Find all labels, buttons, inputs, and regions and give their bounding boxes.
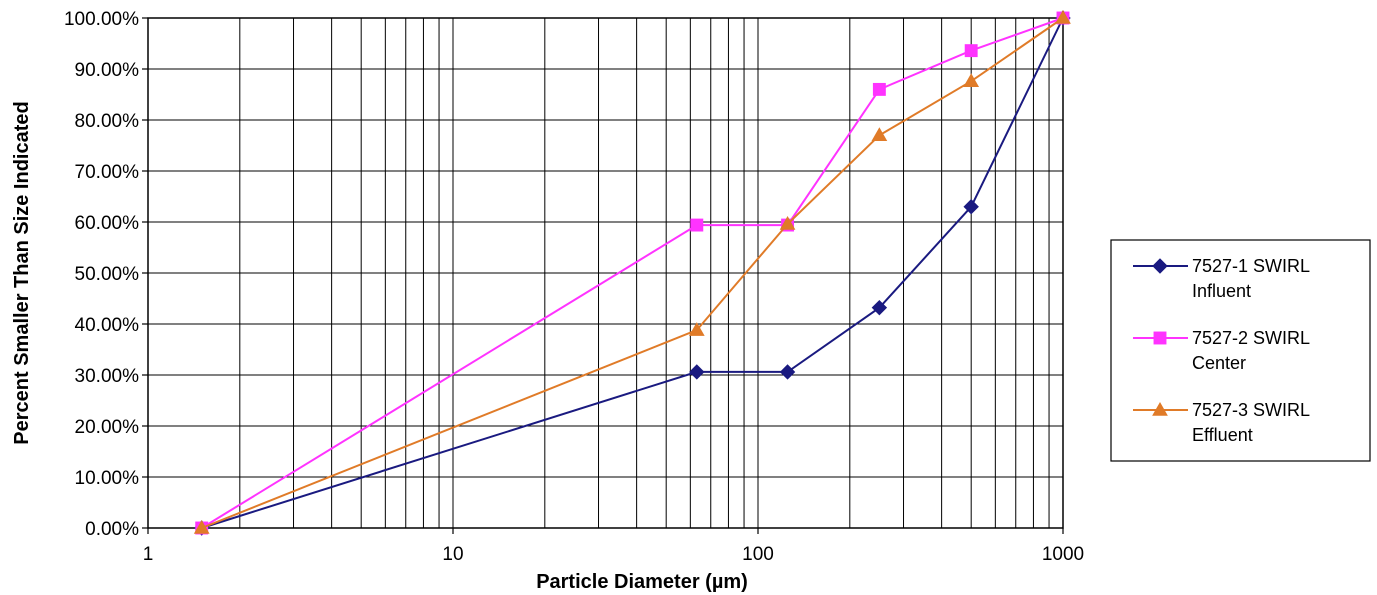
legend-entry-1: 7527-1 SWIRL Influent	[1133, 256, 1310, 301]
legend-label-line1: 7527-2 SWIRL	[1192, 328, 1310, 348]
x-tick-label: 1000	[1042, 544, 1084, 565]
x-tick-label: 1	[143, 544, 154, 565]
legend-label-line1: 7527-3 SWIRL	[1192, 400, 1310, 420]
y-tick-label: 70.00%	[75, 162, 140, 183]
x-tick-label: 10	[442, 544, 463, 565]
series-3	[193, 9, 1071, 534]
data-point	[1055, 9, 1071, 24]
y-tick-label: 50.00%	[75, 264, 140, 285]
data-point	[871, 299, 888, 316]
legend-label-line2: Center	[1192, 353, 1246, 373]
legend-marker	[1153, 331, 1167, 345]
data-point	[690, 218, 704, 232]
y-axis-tick-labels: 0.00% 10.00% 20.00% 30.00% 40.00% 50.00% 60.00…	[64, 9, 148, 540]
x-axis-title: Particle Diameter (µm)	[536, 571, 748, 593]
data-point	[689, 364, 705, 380]
y-tick-label: 60.00%	[75, 213, 140, 234]
y-tick-label: 90.00%	[75, 60, 140, 81]
legend-entry-2: 7527-2 SWIRL Center	[1133, 328, 1310, 373]
legend-label-line1: 7527-1 SWIRL	[1192, 256, 1310, 276]
series-line	[201, 17, 1064, 529]
legend-marker	[1152, 258, 1168, 274]
y-axis-title: Percent Smaller Than Size Indicated	[11, 101, 33, 444]
gridlines	[148, 18, 1063, 528]
legend-label-line2: Influent	[1192, 281, 1251, 301]
data-point	[193, 519, 210, 534]
legend-marker	[1152, 401, 1168, 416]
legend-label-line2: Effluent	[1192, 425, 1253, 445]
y-tick-label: 30.00%	[75, 366, 140, 387]
data-point	[964, 44, 978, 58]
data-point	[872, 82, 886, 96]
legend-box	[1110, 239, 1371, 462]
data-point	[779, 364, 796, 380]
data-point	[688, 322, 705, 336]
data-point	[871, 127, 888, 142]
data-point	[963, 198, 979, 215]
series-line	[201, 17, 1064, 529]
data-point	[963, 73, 980, 87]
x-tick-label: 100	[742, 544, 774, 565]
y-tick-label: 100.00%	[64, 9, 139, 30]
data-point	[779, 216, 796, 230]
x-axis-tick-labels: 1 10 100 1000	[143, 528, 1084, 565]
legend-entry-3: 7527-3 SWIRL Effluent	[1133, 400, 1310, 445]
series-line	[201, 17, 1064, 529]
series-1	[194, 10, 1071, 536]
series-layer	[193, 9, 1071, 536]
y-tick-label: 10.00%	[75, 468, 140, 489]
y-tick-label: 20.00%	[75, 417, 140, 438]
y-tick-label: 0.00%	[85, 519, 139, 540]
y-tick-label: 40.00%	[75, 315, 140, 336]
y-tick-label: 80.00%	[75, 111, 140, 132]
